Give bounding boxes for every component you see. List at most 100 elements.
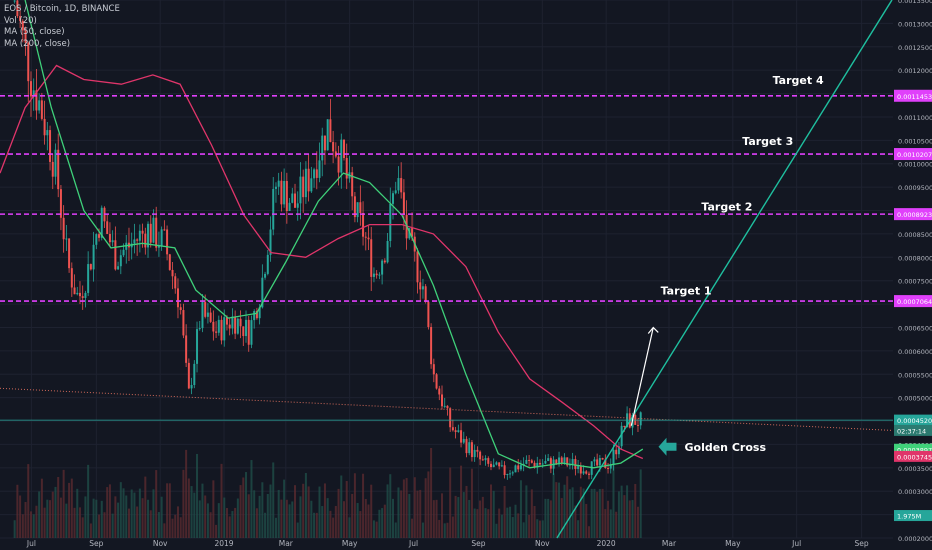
volume-bar (329, 510, 332, 538)
candle-body (98, 234, 101, 238)
candle-body (362, 212, 365, 237)
volume-bar (111, 513, 114, 538)
volume-bar (530, 489, 533, 538)
candle-body (615, 449, 618, 455)
y-tick-label: 0.0013500 (898, 0, 932, 5)
volume-bar (277, 489, 280, 538)
volume-bar (517, 513, 520, 538)
volume-bar (348, 517, 351, 538)
candle-body (274, 186, 277, 189)
volume-bar (16, 484, 19, 538)
candle-body (484, 458, 487, 461)
candle-body (498, 462, 501, 467)
candle-body (65, 238, 68, 240)
volume-bar (245, 472, 248, 538)
candle-body (430, 327, 433, 365)
volume-bar (193, 492, 196, 538)
volume-bar (321, 506, 324, 538)
volume-bar (59, 497, 62, 538)
volume-bar (206, 503, 209, 538)
candle-body (353, 196, 356, 218)
volume-bar (133, 492, 136, 538)
candle-body (454, 430, 457, 433)
volume-bar (411, 518, 414, 538)
volume-bar (582, 488, 585, 538)
volume-bar (370, 484, 373, 538)
candle-body (24, 30, 27, 43)
volume-bar (114, 496, 117, 538)
volume-bar (299, 496, 302, 538)
volume-bar (212, 480, 215, 538)
volume-bar (427, 471, 430, 538)
candle-body (87, 264, 90, 293)
volume-bar (185, 449, 188, 538)
volume-bar (465, 485, 468, 538)
volume-bar (103, 512, 106, 538)
x-tick-label: 2019 (214, 539, 233, 548)
volume-bar (54, 486, 57, 538)
volume-bar (522, 522, 525, 538)
candle-body (446, 405, 449, 409)
volume-bar (541, 520, 544, 538)
volume-bar (204, 495, 207, 538)
candle-body (337, 156, 340, 173)
candle-body (304, 168, 307, 198)
candle-body (558, 457, 561, 465)
candle-body (323, 135, 326, 151)
volume-bar (174, 514, 177, 538)
annotation-labels: 0.0007064 0.0008923 0.0010207 0.0011453 Targ… (661, 74, 932, 522)
candle-body (378, 274, 381, 276)
candle-body (285, 180, 288, 212)
candle-body (579, 466, 582, 474)
candle-body (468, 442, 471, 454)
y-tick-label: 0.0008000 (898, 254, 932, 262)
volume-bar (302, 483, 305, 538)
candle-body (95, 234, 98, 245)
candle-body (100, 207, 103, 238)
volume-bar (68, 482, 71, 538)
candle-body (601, 458, 604, 460)
volume-bar (217, 503, 220, 538)
candle-body (59, 189, 62, 218)
candle-body (386, 240, 389, 263)
candle-body (21, 20, 24, 31)
candles[interactable] (13, 0, 642, 480)
candle-body (544, 460, 547, 464)
volume-bar (95, 499, 98, 538)
volume-bar (272, 462, 275, 538)
legend-ma200[interactable]: MA (200, close) (4, 38, 71, 49)
x-tick-label: May (342, 539, 358, 548)
candle-body (598, 458, 601, 466)
volume-bar (552, 473, 555, 538)
volume-bar (533, 505, 536, 538)
x-tick-label: Sep (471, 539, 485, 548)
candle-body (38, 100, 41, 111)
price-tag (894, 450, 932, 462)
legend-symbol[interactable]: EOS / Bitcoin, 1D, BINANCE (4, 4, 120, 14)
candle-body (517, 465, 520, 470)
volume-bar (639, 469, 642, 538)
candle-body (228, 324, 231, 329)
candle-body (419, 282, 422, 290)
legend-volume[interactable]: Vol (20) (4, 15, 37, 26)
price-tag (894, 414, 932, 426)
candle-body (443, 405, 446, 407)
legend-ma50[interactable]: MA (50, close) (4, 27, 65, 37)
candle-body (168, 254, 171, 270)
price-tag (894, 510, 932, 522)
candle-body (623, 425, 626, 428)
drawings[interactable] (0, 0, 893, 539)
projection-arrow-line (630, 327, 654, 426)
candle-body (617, 446, 620, 455)
candle-body (370, 239, 373, 277)
candle-body (291, 193, 294, 203)
candle-body (435, 374, 438, 389)
candle-body (89, 264, 92, 270)
target-price-text: 0.0010207 (897, 151, 932, 159)
volume-bar (225, 508, 228, 538)
candle-body (310, 178, 313, 192)
candle-body (111, 240, 114, 243)
volume-bar (236, 498, 239, 538)
volume-bar (62, 469, 65, 538)
